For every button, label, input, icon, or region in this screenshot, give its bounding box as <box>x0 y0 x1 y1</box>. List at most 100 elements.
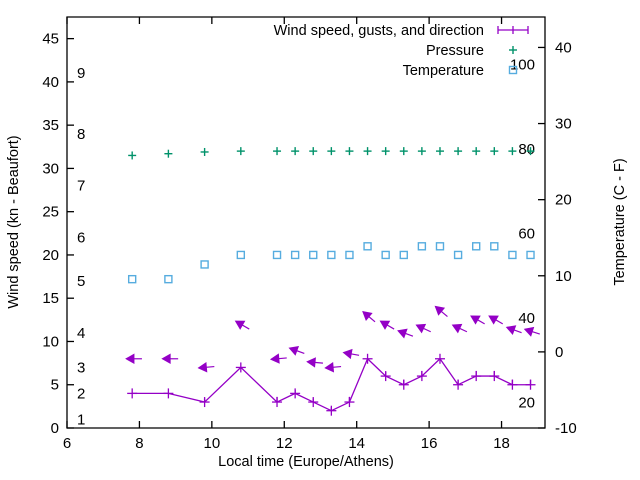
arrow-head <box>451 323 463 334</box>
beaufort-label: 9 <box>77 65 85 82</box>
temperature-point <box>309 250 318 260</box>
beaufort-label: 5 <box>77 273 85 290</box>
wind-direction-arrow <box>161 353 179 365</box>
x-tick-label: 6 <box>63 435 71 452</box>
fahrenheit-label: 80 <box>518 141 535 158</box>
wind-direction-arrow <box>197 362 215 373</box>
y-left-tick-label: 45 <box>42 31 59 48</box>
y-left-tick-label: 0 <box>51 420 59 437</box>
legend-label: Pressure <box>426 43 484 59</box>
temperature-point <box>327 250 336 260</box>
temperature-point <box>236 250 246 260</box>
arrow-head <box>415 323 427 334</box>
arrow-head <box>197 362 208 373</box>
x-tick-label: 16 <box>421 435 438 452</box>
arrow-head <box>269 353 280 364</box>
legend-key-temperature <box>508 65 518 75</box>
wind-direction-arrow <box>397 328 414 339</box>
wind-direction-arrow <box>523 326 540 337</box>
temperature-point <box>435 242 445 251</box>
arrow-head <box>523 326 535 337</box>
arrow-head <box>379 320 391 330</box>
y-right-tick-label: 30 <box>555 116 572 133</box>
y-left-beaufort-labels: 1 2 3 4 5 6 7 8 9 <box>77 65 85 428</box>
arrow-head <box>434 305 446 316</box>
y-left-tick-label: 5 <box>51 377 59 394</box>
fahrenheit-label: 40 <box>518 310 535 327</box>
x-tick-label: 8 <box>135 435 143 452</box>
x-tick-label: 12 <box>276 435 293 452</box>
temperature-point <box>290 250 300 260</box>
temperature-point <box>417 242 427 251</box>
y-left-tick-label: 20 <box>42 247 59 264</box>
beaufort-label: 2 <box>77 385 85 402</box>
wind-direction-arrow <box>505 325 522 336</box>
wind-speed-series <box>127 353 536 416</box>
y-left-tick-label: 40 <box>42 74 59 91</box>
arrow-head <box>288 345 300 356</box>
beaufort-label: 3 <box>77 359 85 376</box>
y-left-axis-ticks: 0 5 10 15 20 25 30 35 40 45 <box>42 31 74 437</box>
temperature-point <box>508 250 517 260</box>
temperature-series <box>127 242 535 284</box>
temperature-point <box>453 250 463 260</box>
wind-direction-arrow <box>306 357 324 368</box>
temperature-point <box>272 250 282 260</box>
temperature-point <box>471 242 481 251</box>
y-right-tick-label: 20 <box>555 192 572 209</box>
temperature-point <box>526 250 535 260</box>
arrow-head <box>342 348 353 360</box>
beaufort-label: 1 <box>77 411 85 428</box>
arrow-head <box>470 315 481 325</box>
temperature-point <box>164 274 173 284</box>
y-right-fahrenheit-labels: 20 40 60 80 100 <box>510 56 535 411</box>
y-left-axis-title: Wind speed (kn - Beaufort) <box>6 135 22 308</box>
y-left-tick-label: 25 <box>42 204 59 221</box>
beaufort-label: 8 <box>77 126 85 143</box>
wind-direction-arrow <box>434 305 448 318</box>
wind-direction-arrow <box>288 345 305 356</box>
temperature-point <box>490 242 499 251</box>
temperature-point <box>381 250 390 260</box>
temperature-point <box>127 274 137 284</box>
fahrenheit-label: 60 <box>518 225 535 242</box>
arrow-head <box>306 357 316 368</box>
y-right-tick-label: 40 <box>555 39 572 56</box>
x-tick-label: 10 <box>204 435 221 452</box>
y-left-tick-label: 35 <box>42 117 59 134</box>
wind-direction-arrow <box>324 362 342 373</box>
arrow-head <box>488 315 499 325</box>
fahrenheit-label: 20 <box>518 395 535 412</box>
wind-direction-arrows <box>125 305 540 373</box>
temperature-point <box>200 260 209 269</box>
pressure-series <box>128 147 535 160</box>
arrow-head <box>234 320 246 330</box>
fahrenheit-label: 100 <box>510 56 535 73</box>
beaufort-label: 6 <box>77 230 85 247</box>
y-left-tick-label: 15 <box>42 290 59 307</box>
legend-label: Wind speed, gusts, and direction <box>274 23 484 39</box>
arrow-head <box>161 353 171 365</box>
temperature-point <box>399 250 408 260</box>
wind-direction-arrow <box>488 315 504 325</box>
wind-direction-arrow <box>379 320 395 330</box>
y-right-tick-label: 0 <box>555 344 563 361</box>
temperature-point <box>345 250 354 260</box>
x-axis-ticks: 6 8 10 12 14 16 18 <box>63 17 510 452</box>
y-right-axis-ticks: -10 0 10 20 30 40 <box>538 39 577 437</box>
y-left-tick-label: 10 <box>42 333 59 350</box>
legend: Wind speed, gusts, and direction Pressure… <box>274 23 529 79</box>
arrow-head <box>397 328 408 339</box>
y-right-axis-title: Temperature (C - F) <box>612 158 628 285</box>
beaufort-label: 4 <box>77 325 85 342</box>
wind-direction-arrow <box>362 310 376 323</box>
x-tick-label: 14 <box>348 435 365 452</box>
y-left-tick-label: 30 <box>42 160 59 177</box>
wind-direction-arrow <box>470 315 485 325</box>
legend-label: Temperature <box>403 63 484 79</box>
x-axis-title: Local time (Europe/Athens) <box>218 454 394 470</box>
wind-direction-arrow <box>451 323 468 334</box>
y-right-tick-label: -10 <box>555 420 577 437</box>
